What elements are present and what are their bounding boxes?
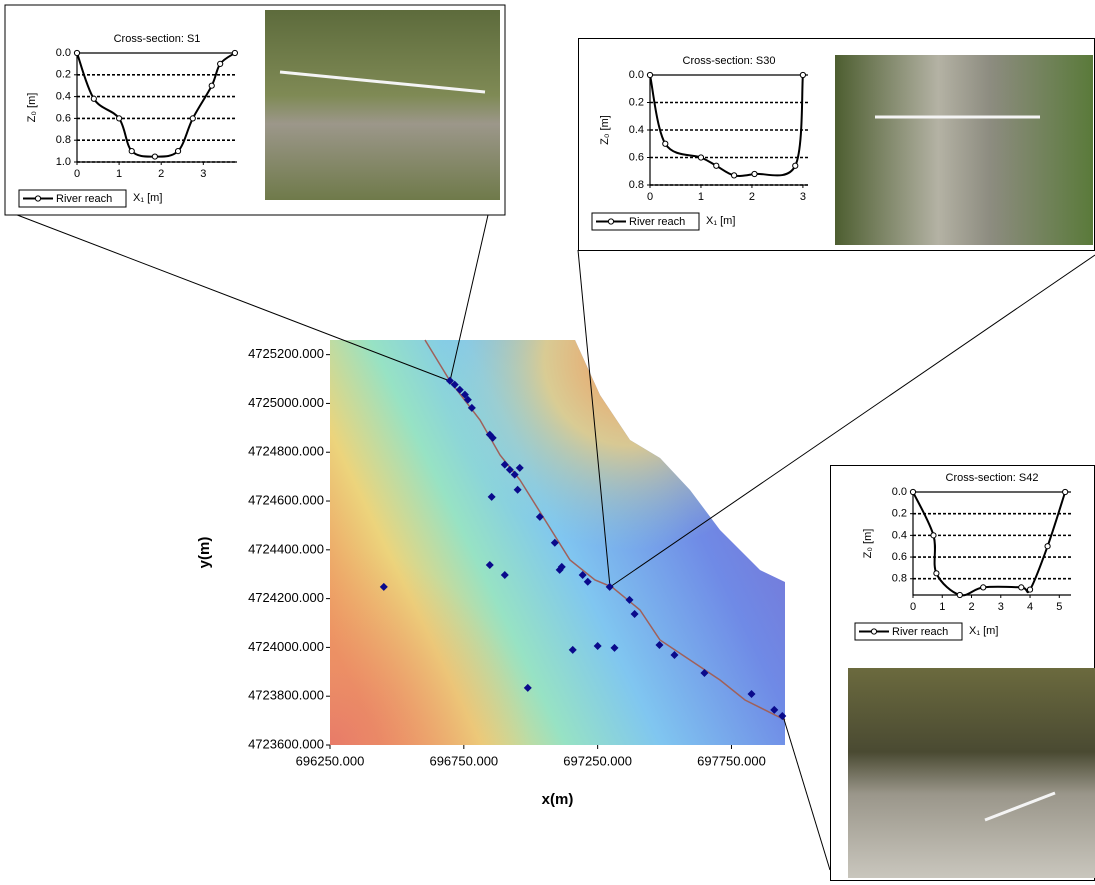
y-tick-label: 0.0: [629, 69, 644, 81]
chart-title: Cross-section: S42: [946, 472, 1039, 484]
point: [714, 163, 719, 168]
y-tick-label: 0.2: [56, 69, 71, 81]
legend-label: River reach: [629, 216, 685, 228]
y-tick-label: 4724800.000: [248, 444, 324, 459]
y-axis-label: Z₀ [m]: [26, 93, 38, 123]
y-tick-label: 0.4: [56, 91, 71, 103]
point: [190, 116, 195, 121]
y-tick-label: 0.4: [629, 124, 644, 136]
point: [1019, 585, 1024, 590]
chart-title: Cross-section: S1: [114, 33, 201, 45]
x-axis-label: X₁ [m]: [706, 215, 735, 227]
y-tick-label: 0.2: [629, 96, 644, 108]
y-tick-label: 0.6: [56, 112, 71, 124]
point: [647, 72, 652, 77]
point: [663, 141, 668, 146]
y-tick-label: 0.8: [629, 179, 644, 191]
x-tick-label: 2: [749, 191, 755, 203]
x-tick-label: 0: [647, 191, 653, 203]
x-tick-label: 5: [1056, 601, 1062, 613]
point: [1045, 544, 1050, 549]
point: [957, 592, 962, 597]
x-tick-label: 696250.000: [296, 753, 365, 768]
x-axis-label: X₁ [m]: [133, 192, 162, 204]
y-tick-label: 4724200.000: [248, 590, 324, 605]
y-axis-label: Z₀ [m]: [862, 529, 874, 559]
x-tick-label: 0: [74, 168, 80, 180]
point: [731, 173, 736, 178]
point: [910, 489, 915, 494]
y-tick-label: 0.6: [629, 151, 644, 163]
y-axis-label: Z₀ [m]: [599, 115, 611, 145]
point: [232, 50, 237, 55]
y-tick-label: 4725000.000: [248, 395, 324, 410]
x-axis-label: X₁ [m]: [969, 625, 998, 637]
y-tick-label: 4723600.000: [248, 736, 324, 751]
y-tick-label: 0.8: [892, 573, 907, 585]
legend-label: River reach: [892, 626, 948, 638]
x-axis-label: x(m): [542, 791, 574, 808]
y-tick-label: 0.6: [892, 551, 907, 563]
x-tick-label: 0: [910, 601, 916, 613]
chart-title: Cross-section: S30: [683, 55, 776, 67]
point: [931, 533, 936, 538]
x-tick-label: 1: [939, 601, 945, 613]
point: [698, 155, 703, 160]
point: [209, 83, 214, 88]
point: [175, 149, 180, 154]
y-tick-label: 4724000.000: [248, 639, 324, 654]
point: [981, 585, 986, 590]
legend-marker: [871, 629, 876, 634]
point: [74, 50, 79, 55]
x-tick-label: 2: [968, 601, 974, 613]
legend-label: River reach: [56, 193, 112, 205]
point: [1027, 587, 1032, 592]
x-tick-label: 3: [200, 168, 206, 180]
x-tick-label: 697750.000: [697, 753, 766, 768]
point: [793, 163, 798, 168]
point: [934, 571, 939, 576]
x-tick-label: 1: [698, 191, 704, 203]
point: [152, 154, 157, 159]
y-tick-label: 0.2: [892, 508, 907, 520]
y-tick-label: 4725200.000: [248, 346, 324, 361]
y-tick-label: 4724600.000: [248, 492, 324, 507]
y-tick-label: 4724400.000: [248, 541, 324, 556]
figure: 4723600.000 4723800.000 4724000.000 4724200…: [0, 0, 1095, 885]
x-tick-label: 2: [158, 168, 164, 180]
point: [752, 171, 757, 176]
y-tick-label: 1.0: [56, 156, 71, 168]
x-tick-label: 696750.000: [429, 753, 498, 768]
x-tick-label: 697250.000: [563, 753, 632, 768]
x-tick-label: 3: [800, 191, 806, 203]
x-tick-label: 1: [116, 168, 122, 180]
point: [129, 149, 134, 154]
y-tick-label: 0.0: [56, 47, 71, 59]
y-tick-label: 4723800.000: [248, 688, 324, 703]
point: [800, 72, 805, 77]
y-axis-label: y(m): [196, 537, 213, 569]
point: [218, 61, 223, 66]
point: [1063, 489, 1068, 494]
x-tick-label: 3: [998, 601, 1004, 613]
point: [91, 96, 96, 101]
y-tick-label: 0.8: [56, 134, 71, 146]
y-tick-label: 0.0: [892, 486, 907, 498]
x-tick-label: 4: [1027, 601, 1033, 613]
legend-marker: [35, 196, 40, 201]
point: [117, 116, 122, 121]
y-tick-label: 0.4: [892, 529, 907, 541]
legend-marker: [608, 219, 613, 224]
